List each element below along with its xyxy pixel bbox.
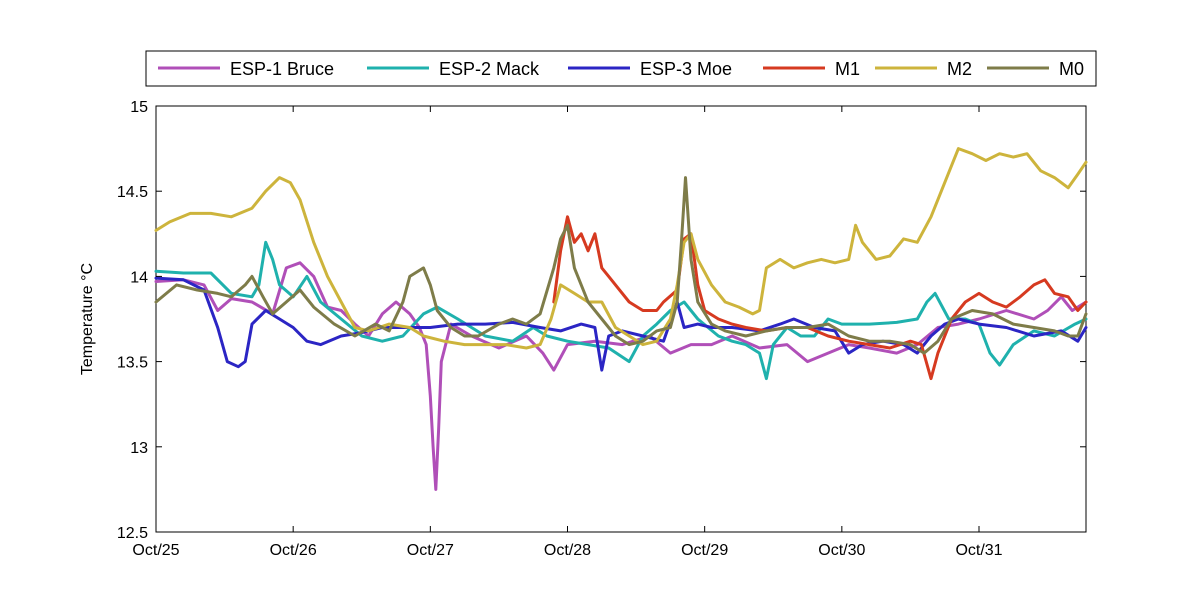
y-tick-label: 14.5 bbox=[117, 184, 148, 201]
legend-label: ESP-2 Mack bbox=[439, 59, 540, 79]
legend-label: M2 bbox=[947, 59, 972, 79]
x-axis: Oct/25 Oct/26 Oct/27 Oct/28 Oct/29 Oct/30 Oct/… bbox=[132, 106, 1003, 559]
legend: ESP-1 Bruce ESP-2 Mack ESP-3 Moe M1 M2 M0 bbox=[145, 50, 1097, 87]
y-axis-label: Temperature °C bbox=[79, 263, 96, 375]
x-tick-label: Oct/28 bbox=[544, 542, 591, 559]
y-axis: 12.5 13 13.5 14 14.5 15 bbox=[117, 99, 1086, 542]
y-tick-label: 14 bbox=[130, 269, 148, 286]
series-line-2 bbox=[154, 240, 1088, 381]
y-tick-label: 13 bbox=[130, 440, 148, 457]
x-tick-label: Oct/31 bbox=[955, 542, 1002, 559]
x-tick-label: Oct/29 bbox=[681, 542, 728, 559]
y-tick-label: 12.5 bbox=[117, 525, 148, 542]
x-tick-label: Oct/26 bbox=[270, 542, 317, 559]
series-line-6 bbox=[154, 176, 1088, 355]
x-tick-label: Oct/27 bbox=[407, 542, 454, 559]
legend-label: ESP-1 Bruce bbox=[230, 59, 334, 79]
y-tick-label: 15 bbox=[130, 99, 148, 116]
x-tick-label: Oct/30 bbox=[818, 542, 865, 559]
y-tick-label: 13.5 bbox=[117, 355, 148, 372]
series-layer bbox=[154, 147, 1088, 491]
plot-area bbox=[155, 105, 1087, 533]
legend-label: M1 bbox=[835, 59, 860, 79]
legend-label: ESP-3 Moe bbox=[640, 59, 732, 79]
legend-label: M0 bbox=[1059, 59, 1084, 79]
x-tick-label: Oct/25 bbox=[132, 542, 179, 559]
